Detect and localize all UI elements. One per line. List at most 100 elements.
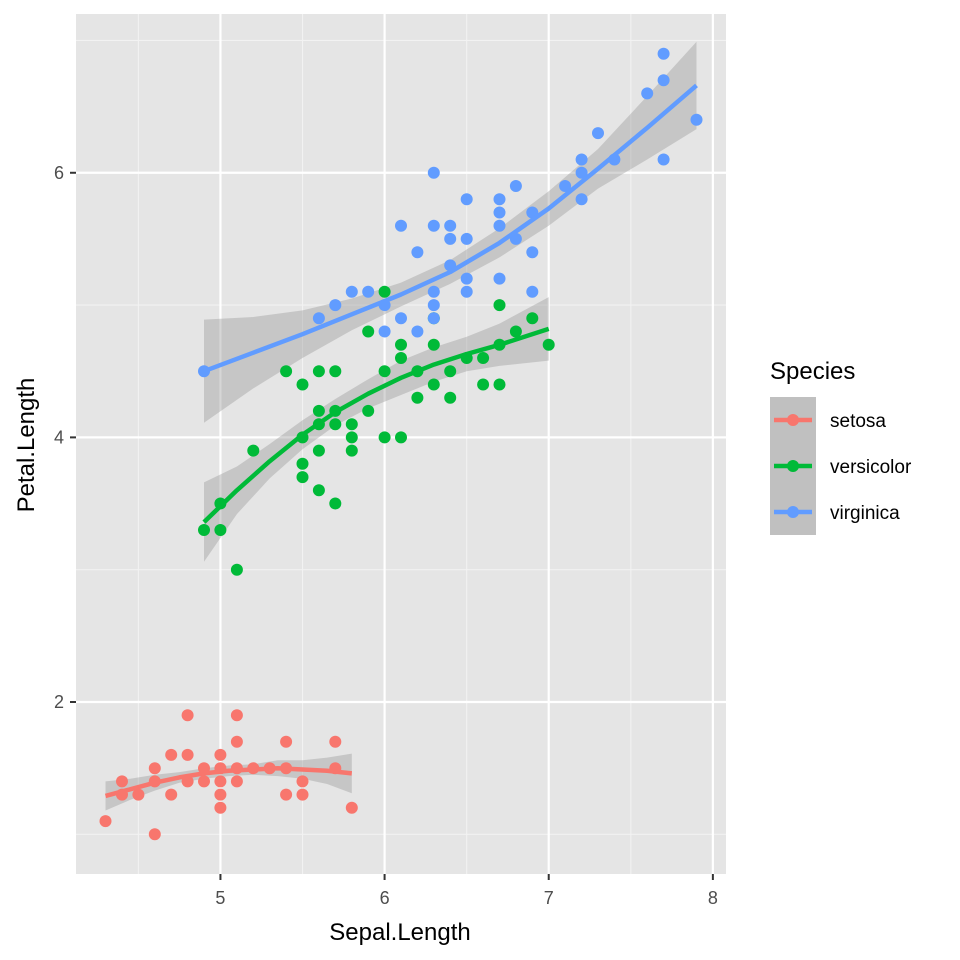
setosa-point [165,748,178,761]
y-tick-label: 2 [54,692,64,712]
virginica-point [592,127,604,140]
versicolor-point [509,325,522,338]
virginica-point [378,325,391,338]
virginica-smooth-line [203,83,698,374]
virginica-point [345,285,358,298]
setosa-smooth-line [104,765,353,799]
setosa-point [148,828,161,841]
setosa-point [181,748,194,761]
virginica-point [575,193,588,206]
versicolor-point [378,285,391,298]
versicolor-point [427,378,440,391]
x-tick-label: 8 [708,888,718,908]
setosa-point [280,735,293,748]
virginica-point [460,272,473,285]
legend: Species setosa versicolor virginica [770,358,912,535]
smooth-lines [104,83,698,799]
setosa-point [214,788,227,801]
versicolor-point [477,352,490,364]
versicolor-point [345,418,358,431]
virginica-point [312,312,325,325]
setosa-point [148,762,161,775]
versicolor-point [362,404,375,417]
versicolor-point [230,563,243,576]
versicolor-point [526,312,539,325]
legend-label-setosa: setosa [830,411,886,432]
setosa-point [296,775,309,788]
versicolor-smooth-line [202,326,550,524]
versicolor-point [493,378,506,391]
versicolor-point [378,365,391,378]
legend-label-versicolor: versicolor [830,457,912,478]
virginica-point [444,232,457,245]
versicolor-point [444,391,457,404]
virginica-point [395,219,407,232]
versicolor-point [280,365,293,378]
virginica-point [493,206,506,219]
virginica-point [395,312,407,325]
versicolor-point [362,325,375,338]
virginica-point [493,272,506,285]
virginica-point [460,193,473,206]
versicolor-point [329,497,342,510]
setosa-point [165,788,178,801]
setosa-point [214,748,227,761]
versicolor-point [345,444,358,457]
y-tick-label: 6 [54,163,64,183]
virginica-point [657,74,670,87]
virginica-point [526,285,539,298]
versicolor-point [395,431,407,444]
y-axis-title: Petal.Length [13,378,40,513]
legend-point-virginica [787,506,799,518]
setosa-point [230,709,243,722]
virginica-confidence-band [204,41,697,423]
versicolor-point [493,299,506,312]
x-axis-title: Sepal.Length [329,919,470,946]
versicolor-point [247,444,260,457]
versicolor-point [542,338,555,351]
versicolor-point [214,524,227,536]
virginica-point [493,219,506,232]
setosa-point [329,735,342,748]
legend-point-setosa [787,414,799,426]
y-tick-label: 4 [54,427,64,447]
versicolor-point [296,471,309,484]
versicolor-confidence-band [204,297,549,562]
setosa-point [296,788,309,801]
virginica-point [460,285,473,298]
virginica-point [329,299,342,312]
virginica-point [427,312,440,325]
x-tick-label: 7 [544,888,554,908]
x-tick-label: 6 [380,888,390,908]
virginica-point [493,193,506,206]
virginica-point [575,153,588,166]
setosa-point [230,735,243,748]
x-tick-label: 5 [215,888,225,908]
versicolor-point [312,444,325,457]
versicolor-point [312,404,325,417]
setosa-point [198,775,210,788]
versicolor-point [329,365,342,378]
data-points [99,47,703,841]
virginica-point [411,325,424,338]
versicolor-point [198,524,210,536]
versicolor-point [345,431,358,444]
virginica-point [657,153,670,166]
legend-label-virginica: virginica [830,503,900,524]
setosa-point [214,801,227,814]
virginica-point [427,219,440,232]
versicolor-point [395,338,407,351]
virginica-point [411,246,424,259]
virginica-point [427,166,440,179]
setosa-point [116,775,128,788]
versicolor-point [312,365,325,378]
virginica-point [460,232,473,245]
versicolor-point [444,365,457,378]
setosa-point [181,709,194,722]
versicolor-point [329,418,342,431]
virginica-point [444,219,457,232]
virginica-point [559,180,572,192]
virginica-point [427,299,440,312]
versicolor-point [395,352,407,364]
